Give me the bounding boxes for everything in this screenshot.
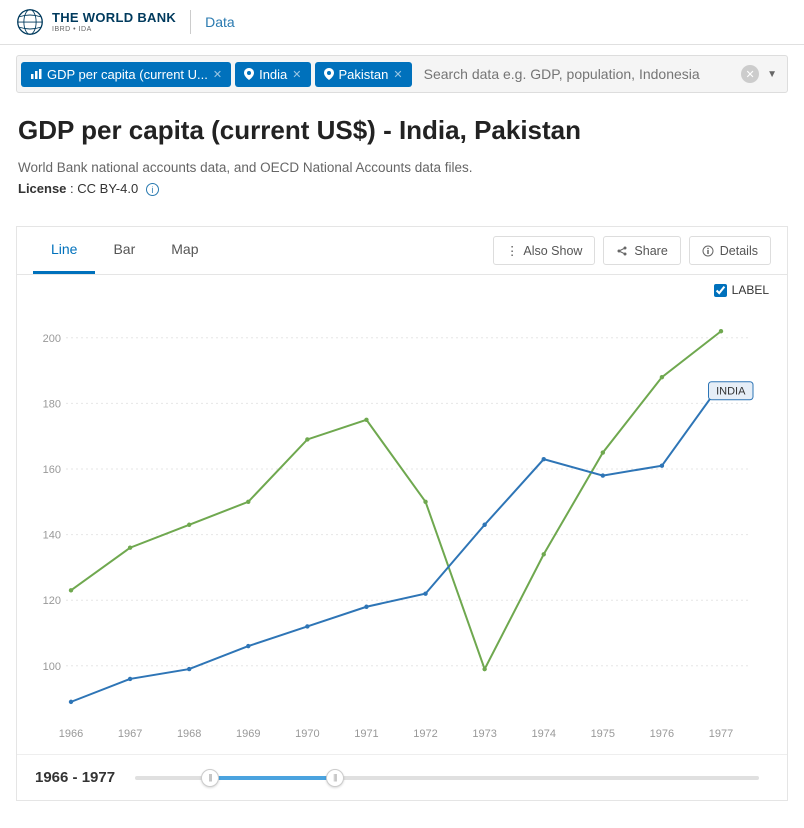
slider-fill <box>210 776 335 780</box>
chart-actions: ⋮ Also Show Share Details <box>493 236 771 265</box>
range-end: 1977 <box>82 769 115 786</box>
close-icon[interactable]: ✕ <box>213 68 222 81</box>
svg-text:1973: 1973 <box>472 728 496 740</box>
brand-sub: IBRD • IDA <box>52 26 176 33</box>
svg-text:140: 140 <box>43 530 61 542</box>
indicator-chip-label: GDP per capita (current U... <box>47 67 208 82</box>
svg-text:1972: 1972 <box>413 728 437 740</box>
slider-track[interactable]: ||| ||| <box>135 776 759 780</box>
svg-text:1967: 1967 <box>118 728 142 740</box>
close-icon[interactable]: ✕ <box>393 68 402 81</box>
page-title: GDP per capita (current US$) - India, Pa… <box>18 115 786 146</box>
details-button[interactable]: Details <box>689 236 771 265</box>
search-bar: GDP per capita (current U... ✕ India ✕ P… <box>16 55 788 93</box>
pin-icon <box>244 68 254 80</box>
country-chip-label: India <box>259 67 287 82</box>
svg-text:1976: 1976 <box>650 728 674 740</box>
site-header: THE WORLD BANK IBRD • IDA Data <box>0 0 804 45</box>
tabs-row: Line Bar Map ⋮ Also Show Share Details <box>17 227 787 275</box>
header-divider <box>190 10 191 34</box>
license-line: License : CC BY-4.0 i <box>18 181 786 196</box>
also-show-label: Also Show <box>523 244 582 258</box>
page-subtitle: World Bank national accounts data, and O… <box>18 160 786 175</box>
tab-bar[interactable]: Bar <box>95 227 153 274</box>
range-text: 1966 - 1977 <box>35 769 115 786</box>
svg-text:1970: 1970 <box>295 728 319 740</box>
tab-map[interactable]: Map <box>153 227 216 274</box>
line-chart: 100 120 140 160 180 200 1966 1967 1968 1969 1970 19… <box>31 285 771 745</box>
svg-text:100: 100 <box>43 661 61 673</box>
license-value: CC BY-4.0 <box>77 181 138 196</box>
svg-text:160: 160 <box>43 464 61 476</box>
share-button[interactable]: Share <box>603 236 680 265</box>
svg-text:180: 180 <box>43 398 61 410</box>
slider-handle-start[interactable]: ||| <box>201 769 219 787</box>
chart-body: LABEL 100 120 140 160 180 200 1966 1967 1968 1969… <box>17 275 787 754</box>
section-link-data[interactable]: Data <box>205 14 235 30</box>
label-checkbox[interactable] <box>714 284 727 297</box>
slider-handle-end[interactable]: ||| <box>326 769 344 787</box>
svg-text:INDIA: INDIA <box>716 386 746 398</box>
svg-text:120: 120 <box>43 595 61 607</box>
country-chip-pakistan[interactable]: Pakistan ✕ <box>315 62 412 87</box>
globe-icon <box>16 8 44 36</box>
pin-icon <box>324 68 334 80</box>
info-icon[interactable]: i <box>146 183 159 196</box>
license-label: License <box>18 181 66 196</box>
svg-text:200: 200 <box>43 333 61 345</box>
svg-text:1969: 1969 <box>236 728 260 740</box>
clear-search-icon[interactable]: ✕ <box>741 65 759 83</box>
page-content: GDP per capita (current US$) - India, Pa… <box>0 103 804 208</box>
info-circle-icon <box>702 245 714 257</box>
view-tabs: Line Bar Map <box>33 227 217 274</box>
label-toggle[interactable]: LABEL <box>714 283 769 297</box>
dots-icon: ⋮ <box>506 243 518 258</box>
range-start: 1966 <box>35 769 68 786</box>
tab-line[interactable]: Line <box>33 227 95 274</box>
bar-chart-icon <box>30 68 42 80</box>
svg-text:1974: 1974 <box>531 728 555 740</box>
label-toggle-text: LABEL <box>732 283 769 297</box>
svg-text:1966: 1966 <box>59 728 83 740</box>
svg-text:1977: 1977 <box>709 728 733 740</box>
indicator-chip[interactable]: GDP per capita (current U... ✕ <box>21 62 231 87</box>
country-chip-india[interactable]: India ✕ <box>235 62 310 87</box>
svg-text:1968: 1968 <box>177 728 201 740</box>
brand-name: THE WORLD BANK <box>52 11 176 24</box>
svg-text:1975: 1975 <box>591 728 615 740</box>
share-icon <box>616 245 628 257</box>
chart-card: Line Bar Map ⋮ Also Show Share Details L… <box>16 226 788 801</box>
share-label: Share <box>634 244 667 258</box>
chevron-down-icon[interactable]: ▼ <box>767 69 777 80</box>
also-show-button[interactable]: ⋮ Also Show <box>493 236 596 265</box>
country-chip-label: Pakistan <box>339 67 389 82</box>
brand-logo[interactable]: THE WORLD BANK IBRD • IDA <box>16 8 176 36</box>
close-icon[interactable]: ✕ <box>292 68 301 81</box>
time-slider-row: 1966 - 1977 ||| ||| <box>17 754 787 800</box>
details-label: Details <box>720 244 758 258</box>
search-input[interactable] <box>416 60 737 88</box>
svg-text:1971: 1971 <box>354 728 378 740</box>
